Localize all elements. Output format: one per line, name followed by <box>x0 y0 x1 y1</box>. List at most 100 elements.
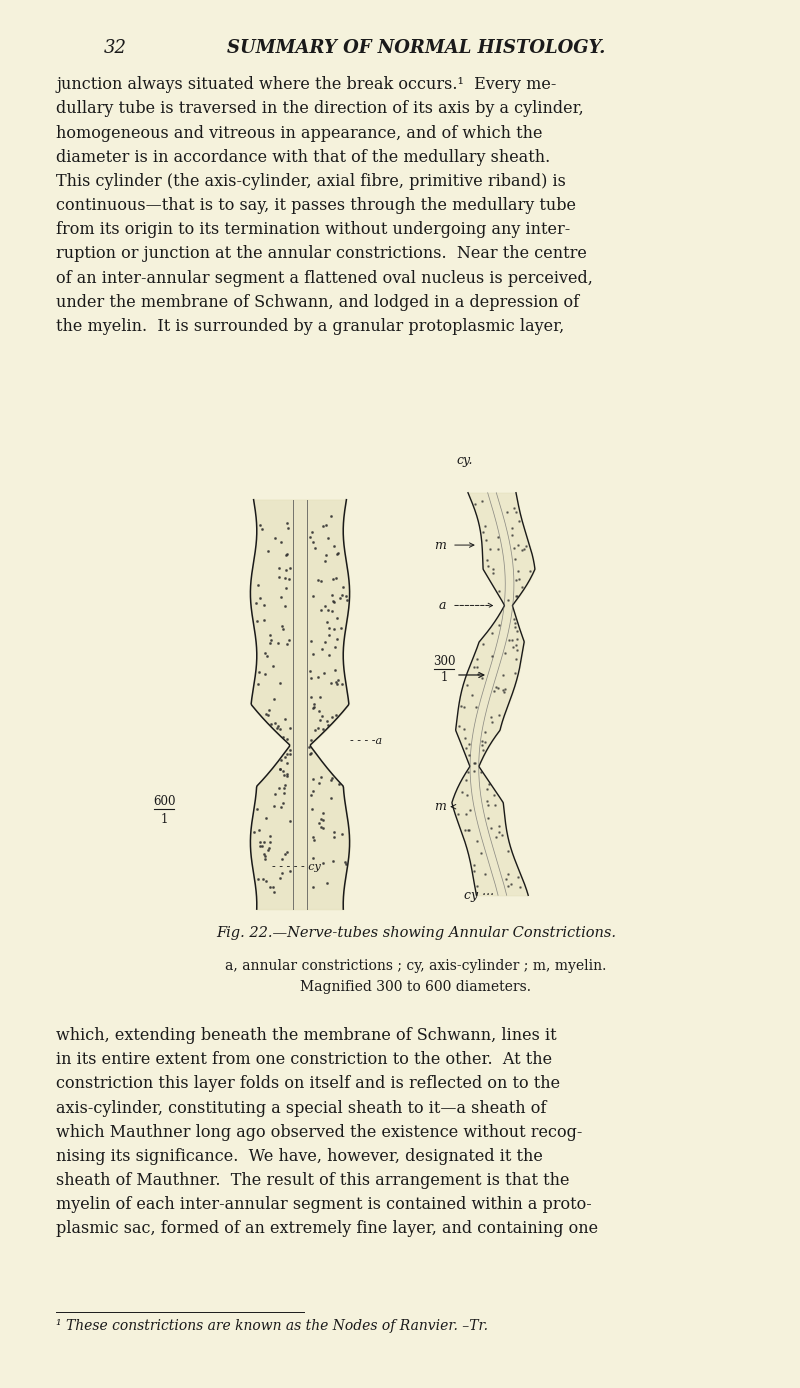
Point <box>467 752 480 775</box>
Point <box>466 684 478 706</box>
Text: SUMMARY OF NORMAL HISTOLOGY.: SUMMARY OF NORMAL HISTOLOGY. <box>227 39 605 57</box>
Point <box>305 668 318 690</box>
Point <box>306 847 319 869</box>
Point <box>315 816 328 838</box>
Point <box>513 568 526 590</box>
Point <box>306 643 319 665</box>
Point <box>266 655 279 677</box>
Point <box>262 704 274 726</box>
Point <box>319 630 332 652</box>
Point <box>318 662 330 684</box>
Point <box>331 627 344 650</box>
Point <box>254 830 266 852</box>
Point <box>278 566 291 589</box>
Point <box>337 576 350 598</box>
Point <box>256 518 269 540</box>
Point <box>468 759 481 781</box>
Point <box>250 798 263 820</box>
Text: - - - - - cy: - - - - - cy <box>272 862 321 873</box>
Point <box>508 497 521 519</box>
Text: m: m <box>434 539 446 551</box>
Point <box>314 808 327 830</box>
Point <box>470 830 483 852</box>
Point <box>328 619 341 641</box>
Point <box>462 819 474 841</box>
Point <box>492 704 505 726</box>
Point <box>486 711 498 733</box>
Point <box>335 616 348 638</box>
Point <box>269 783 282 805</box>
Point <box>514 876 526 898</box>
Point <box>304 686 317 708</box>
Point <box>275 797 288 819</box>
Point <box>270 718 283 740</box>
Point <box>459 819 472 841</box>
Point <box>253 819 266 841</box>
Point <box>324 672 337 694</box>
Point <box>280 633 293 655</box>
Point <box>279 558 292 580</box>
Point <box>497 665 510 687</box>
Point <box>280 577 293 600</box>
Point <box>461 784 474 806</box>
Point <box>281 763 294 786</box>
Point <box>476 633 489 655</box>
Point <box>459 802 472 824</box>
Point <box>510 620 523 643</box>
Point <box>485 706 498 729</box>
Point <box>306 697 319 719</box>
Text: a: a <box>439 600 446 612</box>
Point <box>328 826 341 848</box>
Point <box>251 869 264 891</box>
Point <box>278 843 291 865</box>
Point <box>328 820 341 843</box>
Point <box>262 698 275 720</box>
Point <box>316 809 329 831</box>
Point <box>308 829 321 851</box>
Point <box>486 562 499 584</box>
Point <box>482 806 494 829</box>
Point <box>272 715 285 737</box>
Point <box>280 512 293 534</box>
Text: junction always situated where the break occurs.¹  Every me-
dullary tube is tra: junction always situated where the break… <box>56 76 593 335</box>
Point <box>523 561 536 583</box>
Point <box>263 632 276 654</box>
Point <box>262 837 275 859</box>
Point <box>330 670 342 693</box>
Point <box>502 589 514 611</box>
Point <box>276 618 289 640</box>
Point <box>283 859 296 881</box>
Point <box>322 644 335 666</box>
Point <box>325 505 338 527</box>
Point <box>276 726 289 748</box>
Point <box>252 573 265 595</box>
Point <box>330 566 342 589</box>
Point <box>482 794 494 816</box>
Point <box>308 693 321 715</box>
Point <box>272 777 285 799</box>
Point <box>510 648 522 670</box>
Point <box>262 540 275 562</box>
Point <box>452 715 465 737</box>
Point <box>332 543 345 565</box>
Point <box>490 826 503 848</box>
Point <box>480 529 493 551</box>
Point <box>511 533 524 555</box>
Text: which, extending beneath the membrane of Schwann, lines it
in its entire extent : which, extending beneath the membrane of… <box>56 1027 598 1237</box>
Point <box>335 672 348 694</box>
Point <box>488 680 501 702</box>
Text: cy.: cy. <box>456 454 473 466</box>
Point <box>467 854 480 876</box>
Point <box>265 629 278 651</box>
Point <box>489 794 502 816</box>
Point <box>476 730 489 752</box>
Point <box>461 673 474 695</box>
Point <box>469 493 482 515</box>
Point <box>258 663 271 686</box>
Point <box>468 861 481 883</box>
Point <box>474 841 487 863</box>
Point <box>471 876 484 898</box>
Point <box>260 702 273 725</box>
Text: 1: 1 <box>440 670 448 683</box>
Point <box>332 669 345 691</box>
